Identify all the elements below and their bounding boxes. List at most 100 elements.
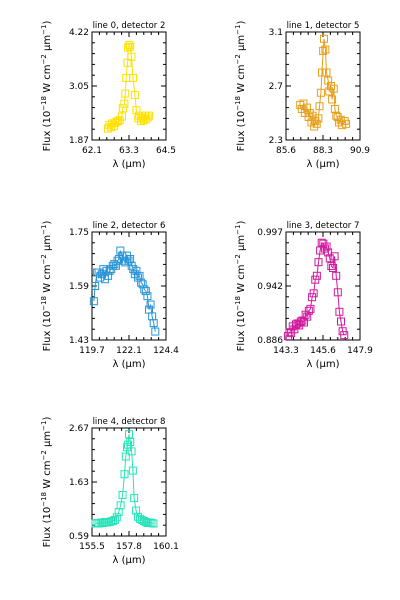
data-point [130, 494, 139, 503]
data-point [316, 88, 325, 97]
data-point [124, 43, 133, 52]
data-point [328, 95, 337, 104]
y-axis-label-part: μm [236, 235, 247, 254]
data-point [125, 40, 134, 49]
data-point [326, 82, 335, 90]
data-point [143, 113, 152, 122]
y-axis-label: Flux (10−18 W cm−2 μm−1) [40, 417, 53, 548]
y-axis-label-superscript: −18 [40, 492, 48, 507]
data-point [305, 109, 314, 117]
y-tick-label: 3.1 [269, 28, 283, 38]
data-point [322, 242, 331, 251]
data-point [302, 103, 311, 112]
chart-panel-3: line 3, detector 7 143.3 145.6 147.9 0.886 0.… [234, 221, 373, 370]
data-point [116, 501, 125, 510]
y-tick-label: 2.3 [269, 136, 283, 146]
data-point [147, 519, 156, 528]
x-tick-label: 122.1 [116, 346, 142, 356]
data-point [132, 506, 141, 515]
data-point [146, 300, 155, 309]
y-axis-label: Flux (10−18 W cm−2 μm−1) [234, 221, 247, 352]
data-point [318, 68, 327, 77]
x-tick-label: 147.9 [347, 346, 373, 356]
y-axis-label: Flux (10−18 W cm−2 μm−1) [40, 221, 53, 352]
y-axis-label-superscript: −18 [40, 96, 48, 111]
y-axis-label-part: ) [236, 21, 247, 25]
data-point [121, 89, 130, 98]
data-point [314, 258, 323, 267]
y-axis-label-superscript: −18 [234, 96, 242, 111]
x-axis-label: λ (μm) [306, 159, 339, 170]
data-point [129, 73, 138, 82]
data-point [89, 297, 98, 306]
data-point [127, 447, 136, 456]
y-axis-label-part: μm [236, 35, 247, 54]
plot-frame [91, 231, 167, 341]
y-tick-label: 0.997 [257, 228, 283, 238]
y-tick-label: 3.05 [69, 82, 89, 92]
y-axis-label-part: ) [42, 417, 53, 421]
x-tick-label: 62.1 [82, 146, 102, 156]
y-axis-label-superscript: −1 [40, 421, 48, 431]
y-tick-label: 1.43 [69, 336, 89, 346]
y-tick-label: 2.7 [269, 82, 283, 92]
data-point [151, 327, 160, 336]
data-point [118, 490, 127, 499]
data-point [315, 102, 324, 111]
x-tick-label: 157.8 [116, 542, 142, 552]
data-point [120, 470, 129, 479]
data-point [310, 122, 319, 131]
y-axis-label-superscript: −2 [40, 254, 48, 264]
y-tick-label: 1.63 [69, 478, 89, 488]
y-axis-label-part: W cm [42, 461, 53, 492]
y-axis-label-part: W cm [236, 265, 247, 296]
data-point [333, 288, 342, 297]
data-point [314, 114, 323, 123]
y-tick-label: 0.942 [257, 282, 283, 292]
y-axis-label-part: Flux (10 [236, 111, 247, 152]
y-tick-label: 0.59 [69, 532, 89, 542]
y-axis-label-superscript: −2 [234, 254, 242, 264]
chart-title: line 1, detector 5 [287, 21, 360, 31]
y-tick-label: 1.75 [69, 228, 89, 238]
data-point [116, 246, 125, 255]
data-point [145, 111, 154, 120]
data-point [149, 519, 158, 528]
data-point [112, 513, 121, 522]
y-axis-label-part: Flux (10 [42, 111, 53, 152]
y-axis-label-superscript: −1 [234, 25, 242, 35]
data-point [127, 52, 136, 61]
data-point [309, 289, 318, 298]
chart-title: line 0, detector 2 [93, 21, 166, 31]
y-axis-label-superscript: −2 [234, 54, 242, 64]
data-point [117, 112, 126, 121]
chart-panel-1: line 1, detector 5 85.6 88.3 90.9 2.3 2.7 3.1 λ… [234, 21, 370, 170]
y-axis-label-part: W cm [42, 265, 53, 296]
y-tick-label: 1.59 [69, 282, 89, 292]
data-point [321, 45, 330, 54]
y-axis-label-part: ) [42, 21, 53, 25]
data-point [118, 104, 127, 113]
x-tick-label: 64.5 [156, 146, 176, 156]
data-point [342, 119, 351, 128]
data-point [143, 292, 152, 301]
data-point [328, 264, 337, 272]
x-tick-label: 124.4 [153, 346, 179, 356]
x-axis-label: λ (μm) [112, 359, 145, 370]
data-point [329, 84, 338, 93]
y-axis-label: Flux (10−18 W cm−2 μm−1) [40, 21, 53, 152]
y-axis-label-part: W cm [236, 65, 247, 96]
x-tick-label: 88.3 [313, 146, 333, 156]
data-point [312, 271, 321, 280]
y-axis-label-part: ) [42, 221, 53, 225]
data-point [121, 452, 130, 461]
y-axis-label-part: Flux (10 [42, 311, 53, 352]
data-point [126, 438, 135, 447]
y-axis-label-part: μm [42, 35, 53, 54]
data-point [303, 312, 312, 321]
y-axis-label-superscript: −2 [40, 450, 48, 460]
data-point [324, 76, 333, 85]
y-axis-label: Flux (10−18 W cm−2 μm−1) [234, 21, 247, 152]
chart-panel-2: line 2, detector 6 119.7 122.1 124.4 1.43 1.5… [40, 221, 179, 370]
